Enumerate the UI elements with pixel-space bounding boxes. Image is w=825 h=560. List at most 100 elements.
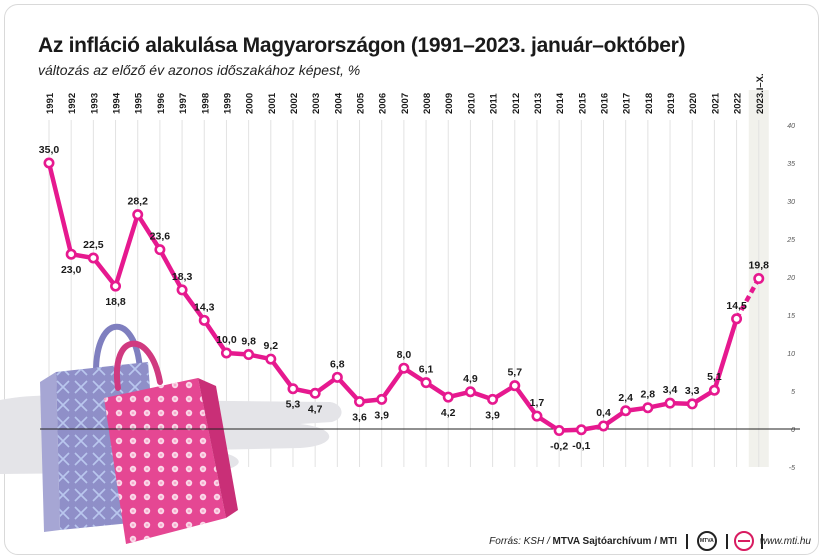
- y-tick-label: 35: [787, 161, 795, 168]
- data-label: 6,1: [419, 364, 434, 376]
- decoration-layer: [0, 323, 342, 544]
- x-tick-label: 2018: [644, 93, 655, 114]
- data-point: [487, 393, 499, 405]
- data-label: 28,2: [128, 196, 149, 208]
- data-point: [376, 393, 388, 405]
- data-point: [43, 157, 55, 169]
- x-tick-label: 1991: [45, 92, 56, 114]
- data-label: 9,8: [241, 336, 256, 348]
- data-label: 23,0: [61, 264, 82, 276]
- data-label: 14,3: [194, 301, 215, 313]
- data-label: 2,4: [618, 392, 633, 404]
- data-point: [87, 252, 99, 264]
- x-tick-label: 1994: [112, 92, 123, 114]
- source-bold: MTVA Sajtóarchívum / MTI: [552, 536, 677, 547]
- data-label: 5,3: [286, 399, 301, 411]
- x-tick-label: 1996: [156, 93, 167, 114]
- x-tick-label: 2002: [289, 93, 300, 114]
- data-label: 19,8: [749, 260, 770, 272]
- separator: [726, 534, 728, 549]
- data-point: [243, 349, 255, 361]
- data-point: [686, 398, 698, 410]
- data-label: 6,8: [330, 358, 345, 370]
- mtva-logo-icon: [697, 531, 717, 551]
- x-tick-label: 2014: [555, 92, 566, 114]
- data-point: [220, 347, 232, 359]
- site-url[interactable]: www.mti.hu: [759, 536, 811, 547]
- x-tick-label: 2003: [311, 93, 322, 114]
- x-tick-label: 2013: [533, 93, 544, 114]
- mti-logo-icon: [734, 531, 754, 551]
- y-tick-label: 40: [787, 123, 795, 130]
- data-label: 14,5: [726, 300, 747, 312]
- data-point: [420, 377, 432, 389]
- bag-pattern: [104, 378, 226, 544]
- footer: Forrás: KSH / MTVA Sajtóarchívum / MTI w…: [0, 531, 825, 556]
- x-tick-label: 1992: [67, 93, 78, 114]
- source-prefix: Forrás: KSH /: [489, 536, 553, 547]
- x-tick-label: 2009: [444, 93, 455, 114]
- data-label: 5,1: [707, 371, 722, 383]
- data-point: [110, 280, 122, 292]
- data-label: 18,8: [105, 296, 126, 308]
- chart-frame: [4, 4, 819, 555]
- data-label: 2,8: [641, 389, 656, 401]
- data-labels: 35,0 23,0 22,5 18,8 28,2 23,6 18,3 14,3 10,0 9,8 9…: [39, 144, 769, 453]
- data-point: [575, 424, 587, 436]
- data-point: [531, 410, 543, 422]
- y-tick-label: 20: [786, 275, 795, 282]
- data-label: 18,3: [172, 271, 193, 283]
- data-point: [287, 383, 299, 395]
- bag-handle: [93, 323, 143, 375]
- data-point: [331, 371, 343, 383]
- data-point: [309, 387, 321, 399]
- y-axis: -5 0 5 10 15 20 25 30 35 40: [786, 123, 795, 472]
- x-tick-label: 2015: [577, 92, 588, 114]
- data-label: 3,4: [663, 384, 678, 396]
- y-tick-label: 25: [786, 237, 795, 244]
- x-tick-label: 2021: [710, 92, 721, 114]
- y-tick-label: 5: [791, 389, 795, 396]
- data-point: [154, 244, 166, 256]
- data-point: [753, 273, 765, 285]
- data-label: 4,7: [308, 403, 323, 415]
- bag-handle: [113, 340, 163, 391]
- data-label: 10,0: [216, 334, 237, 346]
- separator: [686, 534, 688, 549]
- data-point: [176, 284, 188, 296]
- x-tick-label: 1997: [178, 93, 189, 114]
- x-tick-label: 2000: [245, 93, 256, 114]
- data-label: 22,5: [83, 239, 104, 251]
- data-point: [442, 391, 454, 403]
- data-point: [354, 396, 366, 408]
- data-point: [398, 362, 410, 374]
- separator: [761, 534, 763, 549]
- data-label: 4,9: [463, 373, 478, 385]
- data-label: 3,9: [374, 409, 389, 421]
- data-point: [65, 248, 77, 260]
- x-tick-label: 2023.I–X.: [755, 73, 766, 114]
- data-point: [664, 397, 676, 409]
- x-tick-label: 2022: [733, 93, 744, 114]
- data-label: 5,7: [507, 367, 522, 379]
- x-tick-label: 1993: [89, 93, 100, 114]
- data-label: 1,7: [530, 397, 545, 409]
- x-tick-label: 2016: [600, 93, 611, 114]
- x-tick-label: 2001: [267, 92, 278, 114]
- data-point: [464, 386, 476, 398]
- y-tick-label: -5: [789, 465, 795, 472]
- data-label: 0,4: [596, 407, 611, 419]
- y-tick-label: 30: [787, 199, 795, 206]
- source-text: Forrás: KSH / MTVA Sajtóarchívum / MTI: [489, 536, 677, 547]
- data-point: [642, 402, 654, 414]
- bag-side: [40, 372, 60, 532]
- x-tick-label: 1995: [134, 92, 145, 114]
- chart-subtitle: változás az előző év azonos időszakához …: [38, 62, 361, 78]
- x-tick-label: 2010: [466, 93, 477, 114]
- x-tick-label: 2011: [489, 93, 500, 114]
- data-label: 8,0: [397, 349, 412, 361]
- data-point: [509, 380, 521, 392]
- data-point: [265, 353, 277, 365]
- x-tick-label: 2008: [422, 93, 433, 114]
